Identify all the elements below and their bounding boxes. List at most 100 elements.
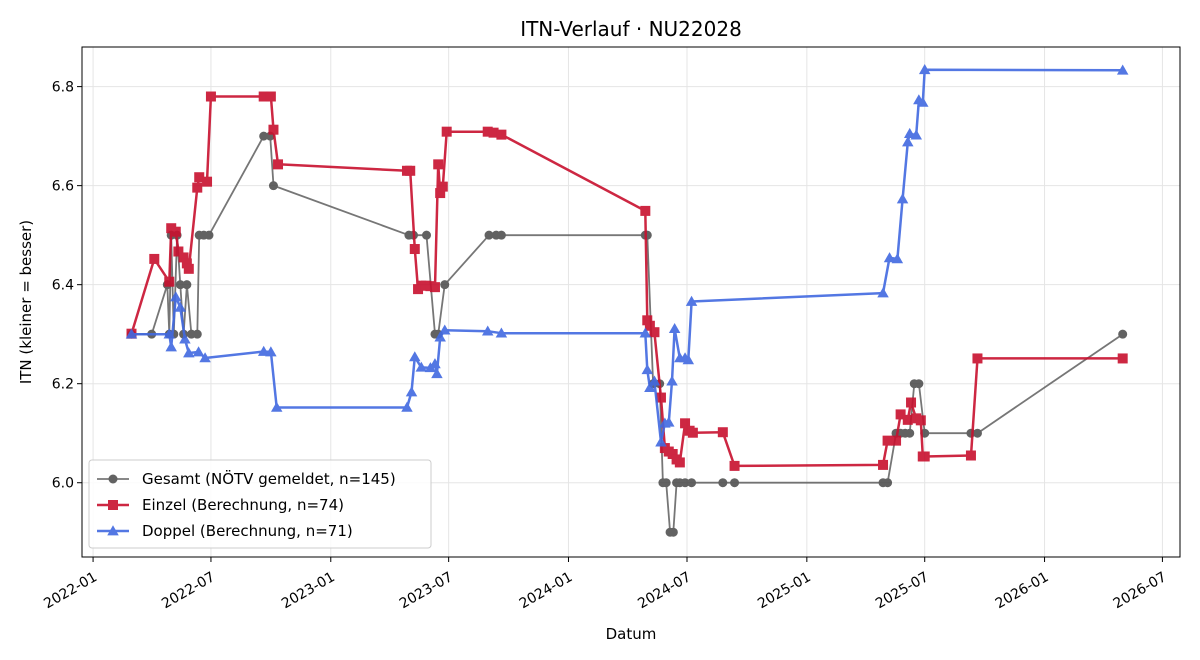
data-point (902, 414, 913, 425)
grid-lines (82, 47, 1180, 557)
data-point (205, 91, 216, 102)
data-point (640, 205, 651, 216)
data-point (258, 91, 269, 102)
data-point (192, 346, 205, 357)
data-point (496, 230, 506, 240)
data-point (273, 159, 284, 170)
data-point (682, 354, 695, 365)
data-point (164, 276, 175, 287)
series-2 (126, 91, 1128, 471)
data-point (268, 124, 279, 135)
data-point (903, 127, 916, 138)
data-point (905, 428, 915, 438)
legend-item (97, 525, 129, 536)
data-point (496, 129, 507, 140)
data-point (488, 127, 499, 138)
data-point (438, 324, 451, 335)
x-tick-label: 2026-01 (993, 569, 1052, 612)
data-point (405, 386, 418, 397)
data-point (181, 258, 192, 269)
data-point (641, 364, 654, 375)
x-tick-label: 2026-07 (1111, 569, 1170, 612)
data-point (644, 320, 655, 331)
data-point (667, 449, 678, 460)
data-point (149, 253, 160, 264)
data-point (192, 182, 203, 193)
data-point (165, 341, 177, 352)
data-point (877, 287, 889, 298)
y-tick-label: 6.6 (52, 179, 74, 195)
data-point (204, 230, 214, 240)
x-tick-label: 2025-01 (755, 569, 814, 612)
data-point (972, 428, 982, 438)
y-tick-label: 6.2 (52, 377, 74, 393)
data-point (642, 315, 653, 326)
series-line (131, 68, 1123, 444)
data-point (440, 280, 450, 290)
series-3 (125, 64, 1129, 447)
data-point (178, 252, 189, 263)
data-point (401, 401, 413, 412)
data-point (202, 176, 213, 187)
data-point (409, 351, 421, 362)
data-point (495, 327, 508, 338)
data-point (895, 409, 906, 420)
data-point (415, 361, 428, 372)
data-point (174, 301, 187, 312)
data-point (685, 295, 698, 306)
data-point (906, 397, 917, 408)
data-point (730, 478, 740, 488)
x-tick-label: 2022-07 (159, 569, 218, 612)
data-point (194, 172, 205, 183)
data-point (918, 64, 931, 75)
data-point (192, 329, 202, 339)
data-point (1117, 353, 1128, 364)
data-point (108, 500, 118, 510)
data-point (642, 230, 652, 240)
chart-title: ITN-Verlauf · NU22028 (520, 17, 742, 41)
data-point (663, 416, 675, 427)
y-tick-label: 6.8 (52, 80, 74, 96)
data-point (259, 131, 269, 141)
data-point (175, 280, 185, 290)
y-tick-label: 6.0 (52, 476, 74, 492)
legend-label: Doppel (Berechnung, n=71) (142, 522, 353, 540)
data-point (655, 436, 667, 447)
data-point (883, 252, 896, 263)
legend-item (97, 474, 129, 484)
data-point (435, 188, 446, 199)
data-point (687, 427, 698, 438)
data-point (914, 379, 924, 389)
data-point (666, 375, 678, 386)
data-point (717, 427, 728, 438)
x-tick-label: 2023-07 (397, 569, 456, 612)
data-point (896, 193, 909, 204)
data-point (668, 322, 681, 334)
data-point (1116, 64, 1129, 75)
data-point (648, 375, 661, 386)
data-point (429, 358, 441, 369)
data-point (434, 331, 446, 342)
data-point (680, 418, 691, 429)
data-point (107, 525, 119, 536)
y-axis-label: ITN (kleiner = besser) (17, 220, 35, 384)
data-point (883, 478, 893, 488)
data-point (891, 253, 904, 264)
data-point (183, 263, 194, 274)
data-point (170, 291, 182, 302)
legend: Gesamt (NÖTV gemeldet, n=145) Einzel (Ber… (88, 459, 432, 549)
data-point (484, 230, 494, 240)
data-point (182, 280, 192, 290)
data-point (965, 450, 976, 461)
data-point (687, 478, 697, 488)
data-point (481, 325, 494, 336)
data-point (639, 327, 652, 338)
data-point (919, 451, 930, 462)
data-point (125, 328, 138, 339)
data-point (409, 244, 420, 255)
data-point (482, 126, 493, 137)
data-point (644, 381, 656, 392)
x-tick-label: 2025-07 (873, 569, 932, 612)
data-point (433, 159, 444, 170)
